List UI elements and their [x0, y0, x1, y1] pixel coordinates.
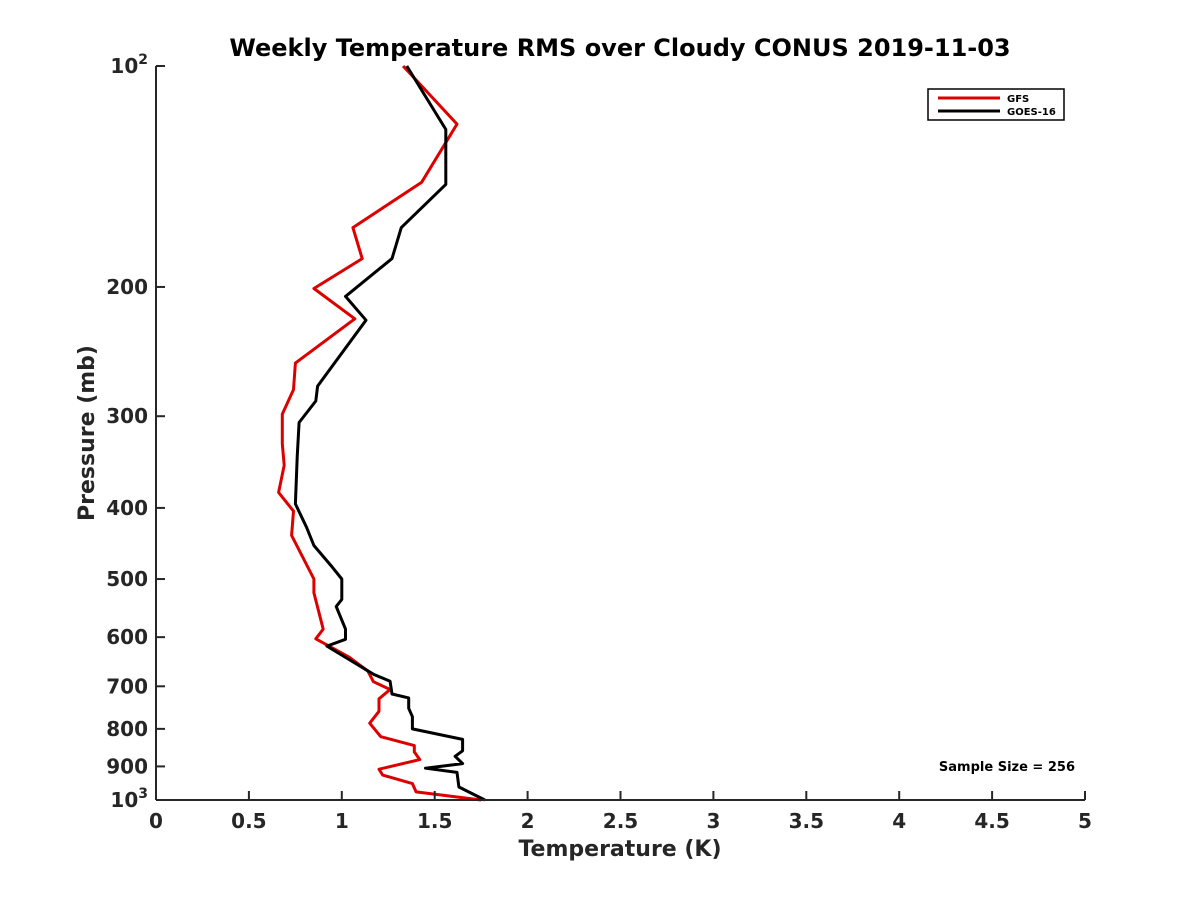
legend-label-gfs: GFS — [1007, 94, 1029, 105]
x-tick-label: 5 — [1078, 809, 1092, 833]
y-tick-label: 200 — [106, 275, 148, 299]
legend-label-goes-16: GOES-16 — [1007, 107, 1056, 118]
y-tick-label: 800 — [106, 717, 148, 741]
y-axis-ticks: 102 200 300 400 500 600 700 800 900 103 — [106, 52, 165, 812]
x-tick-label: 0.5 — [231, 809, 266, 833]
x-axis-label: Temperature (K) — [518, 837, 721, 862]
y-tick-label: 300 — [106, 404, 148, 428]
y-tick-label: 500 — [106, 567, 148, 591]
sample-size-annotation: Sample Size = 256 — [939, 760, 1075, 775]
y-tick-label: 103 — [110, 786, 148, 812]
y-tick-label: 700 — [106, 674, 148, 698]
y-tick-label: 400 — [106, 496, 148, 520]
x-tick-label: 1 — [335, 809, 349, 833]
y-tick-label: 900 — [106, 754, 148, 778]
x-tick-label: 4 — [892, 809, 906, 833]
x-axis-ticks: 0 0.5 1 1.5 2 2.5 3 3.5 4 4.5 5 — [149, 791, 1092, 833]
x-tick-label: 0 — [149, 809, 163, 833]
legend: GFS GOES-16 — [927, 88, 1065, 121]
series-line-goes-16 — [293, 65, 486, 802]
series-line-gfs — [277, 64, 482, 802]
x-tick-label: 2 — [521, 809, 535, 833]
y-tick-label: 600 — [106, 625, 148, 649]
x-tick-label: 3 — [706, 809, 720, 833]
x-tick-label: 1.5 — [417, 809, 452, 833]
x-tick-label: 3.5 — [789, 809, 824, 833]
chart-title: Weekly Temperature RMS over Cloudy CONUS… — [229, 34, 1010, 62]
x-tick-label: 2.5 — [603, 809, 638, 833]
legend-box — [927, 88, 1065, 121]
y-tick-label: 102 — [110, 52, 148, 78]
y-axis-label: Pressure (mb) — [75, 345, 100, 521]
x-tick-label: 4.5 — [974, 809, 1009, 833]
plot-area — [277, 64, 486, 802]
